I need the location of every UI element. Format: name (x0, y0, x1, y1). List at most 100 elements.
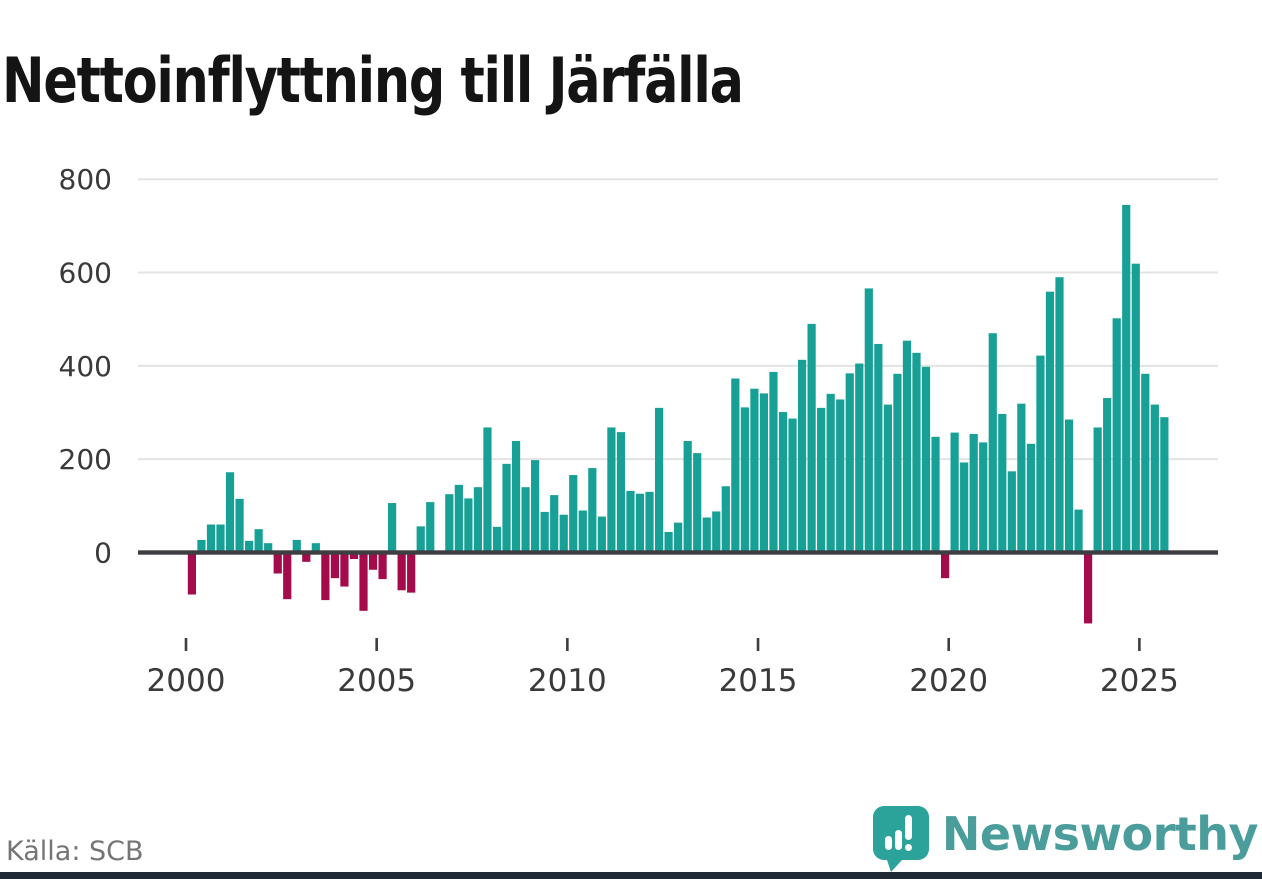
bar-positive (445, 494, 454, 553)
bar-positive (635, 493, 645, 553)
bar-positive (464, 498, 473, 553)
bar-negative (340, 552, 349, 587)
bar-positive (902, 340, 912, 553)
bar-positive (492, 526, 502, 553)
bar-negative (407, 552, 416, 593)
bar-negative (368, 552, 378, 570)
bar-positive (693, 453, 702, 553)
bar-positive (521, 487, 530, 553)
bar-positive (759, 393, 769, 553)
bar-positive (1045, 291, 1055, 553)
bar-positive (817, 407, 826, 553)
bar-positive (960, 462, 969, 553)
bar-positive (616, 432, 626, 553)
bar-positive (254, 529, 263, 553)
y-axis-tick-label: 600 (59, 257, 112, 290)
bottom-strip (0, 872, 1262, 879)
bar-positive (540, 511, 549, 553)
y-axis-tick-label: 400 (59, 350, 112, 383)
bar-negative (330, 552, 340, 579)
bar-positive (1074, 509, 1083, 553)
bar-negative (378, 552, 387, 580)
bar-positive (807, 323, 816, 553)
bar-positive (1055, 277, 1064, 553)
bar-positive (1007, 471, 1016, 553)
bar-positive (855, 363, 864, 553)
x-axis-tick-label: 2015 (719, 663, 798, 699)
bar-positive (245, 540, 254, 553)
bar-positive (674, 522, 683, 553)
bar-positive (626, 490, 635, 553)
y-axis-tick-label: 200 (59, 443, 112, 476)
bar-positive (683, 440, 692, 553)
bar-positive (950, 432, 959, 553)
bar-positive (1122, 204, 1131, 553)
bar-positive (588, 468, 597, 553)
bar-positive (921, 366, 931, 553)
bar-positive (483, 427, 492, 553)
bar-positive (769, 371, 778, 553)
y-axis-tick-label: 800 (59, 163, 112, 196)
bar-positive (874, 343, 883, 553)
x-axis-tick-label: 2020 (909, 663, 988, 699)
bar-positive (597, 516, 606, 553)
bar-positive (206, 524, 216, 553)
bar-positive (607, 427, 616, 553)
bar-positive (721, 486, 730, 553)
bar-negative (359, 552, 368, 611)
bar-positive (788, 418, 797, 553)
bar-positive (225, 472, 235, 553)
bar-positive (416, 526, 425, 553)
x-axis-tick-label: 2010 (528, 663, 607, 699)
bar-positive (988, 333, 997, 553)
bar-positive (1103, 398, 1112, 553)
bar-positive (664, 531, 673, 553)
bar-positive (550, 495, 559, 553)
x-axis-tick-label: 2000 (147, 663, 226, 699)
bar-positive (645, 491, 654, 553)
bar-positive (845, 373, 854, 553)
bar-positive (1017, 403, 1026, 553)
bar-negative (940, 552, 950, 579)
x-axis-tick-label: 2025 (1100, 663, 1179, 699)
bar-positive (912, 352, 921, 553)
bar-positive (712, 511, 721, 553)
bar-positive (797, 359, 807, 553)
bar-negative (321, 552, 330, 601)
bar-positive (836, 399, 845, 553)
bar-negative (397, 552, 406, 591)
bar-positive (893, 373, 902, 553)
bar-positive (569, 475, 578, 553)
bar-negative (283, 552, 292, 600)
newsworthy-badge-icon (872, 806, 929, 872)
bar-positive (1026, 443, 1035, 553)
bar-positive (1093, 427, 1102, 553)
bar-positive (426, 502, 435, 553)
bar-positive (292, 539, 301, 553)
bar-positive (740, 407, 749, 553)
bar-positive (1141, 373, 1150, 553)
bar-negative (1084, 552, 1093, 624)
x-axis-tick-label: 2005 (337, 663, 416, 699)
bar-negative (349, 552, 359, 560)
bar-positive (654, 407, 664, 553)
bar-positive (502, 463, 511, 553)
bar-negative (302, 552, 311, 562)
bar-chart: 0 200 400 600 800 2000 2005 2010 2015 2020 2025 (59, 163, 1218, 699)
bar-positive (311, 543, 320, 553)
bar-positive (216, 524, 225, 553)
y-axis-tick-label: 0 (94, 537, 112, 570)
bar-positive (979, 442, 988, 553)
bar-positive (750, 388, 759, 553)
bar-positive (1131, 263, 1140, 553)
bar-positive (264, 543, 273, 553)
bar-positive (883, 404, 892, 553)
bar-positive (531, 460, 540, 553)
bar-positive (454, 484, 463, 553)
bar-positive (1150, 404, 1159, 553)
bar-positive (235, 498, 244, 553)
bar-positive (511, 440, 521, 553)
bar-positive (778, 412, 788, 553)
source-label: Källa: SCB (6, 836, 144, 867)
bar-positive (1036, 355, 1045, 553)
